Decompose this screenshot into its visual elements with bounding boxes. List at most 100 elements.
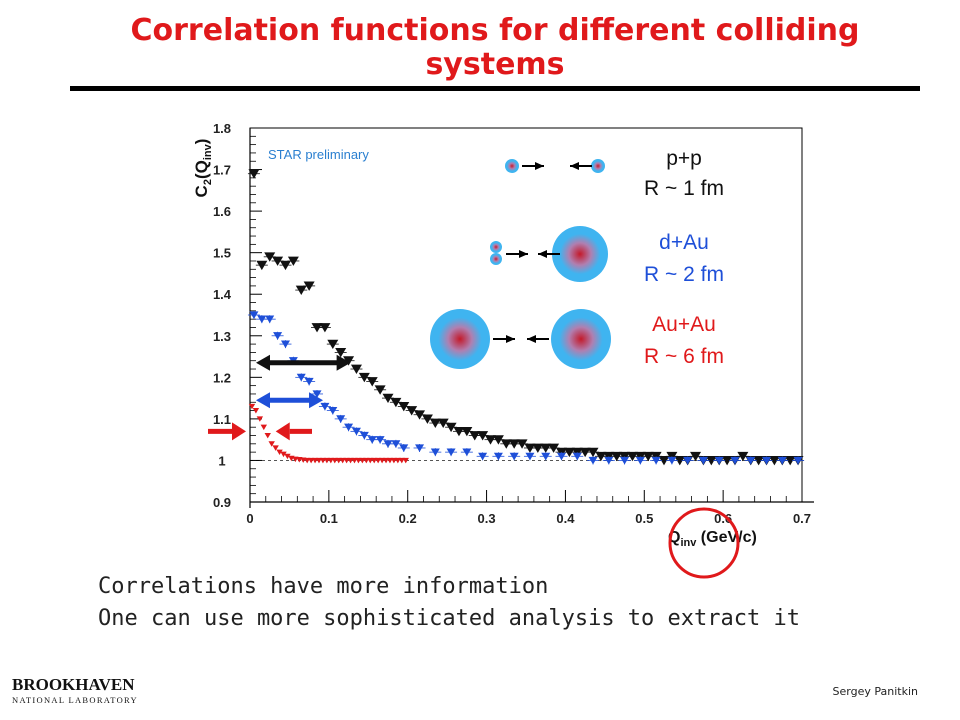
data-point-auau	[284, 453, 291, 460]
data-point-dau	[714, 456, 724, 465]
data-point-dau	[415, 444, 425, 453]
collision-arrow-head	[570, 162, 579, 170]
y-tick-label: 1.1	[213, 412, 231, 427]
data-point-pp	[335, 348, 347, 358]
axes: 0.9 1 1.1 1.2 1.3 1.4 1.5 1.6 1.7 1.8 0 0.1 0.2 0.3 0.…	[192, 121, 814, 549]
x-tick-label: 0.5	[635, 511, 653, 526]
data-point-dau	[746, 456, 756, 465]
range-arrow-auau	[208, 422, 312, 441]
system-label: p+p	[666, 147, 702, 170]
data-point-dau	[391, 440, 401, 448]
data-point-pp	[768, 456, 780, 466]
data-points	[247, 169, 805, 466]
data-point-dau	[446, 448, 456, 457]
deuteron-nucleon-core	[491, 254, 501, 264]
y-axis-label: C2(Qinv)	[192, 139, 214, 198]
data-point-pp	[319, 323, 331, 333]
arrow-head	[309, 392, 324, 409]
data-point-dau	[430, 448, 440, 457]
data-point-pp	[453, 426, 465, 437]
data-point-pp	[516, 439, 528, 449]
data-point-pp	[737, 451, 749, 462]
gold-nucleus-left-core	[438, 317, 482, 361]
data-point-pp	[272, 256, 284, 266]
data-point-auau	[272, 445, 279, 451]
data-point-dau	[304, 377, 314, 386]
data-point-dau	[336, 415, 346, 423]
data-point-dau	[351, 427, 361, 436]
y-tick-label: 1.6	[213, 204, 231, 219]
x-tick-label: 0.1	[320, 511, 338, 526]
data-point-dau	[478, 452, 488, 461]
x-axis-label-part: (GeV/c)	[696, 529, 756, 546]
y-tick-label: 0.9	[213, 495, 231, 510]
data-point-dau	[556, 452, 566, 461]
data-point-pp	[532, 443, 544, 453]
data-point-auau	[276, 449, 283, 456]
data-point-pp	[611, 451, 623, 462]
x-tick-label: 0.3	[478, 511, 496, 526]
data-point-pp	[548, 443, 560, 453]
data-point-auau	[402, 457, 409, 464]
x-axis-label: Qinv (GeV/c)	[668, 529, 757, 549]
data-point-auau	[280, 451, 287, 458]
data-point-dau	[730, 456, 740, 465]
data-point-auau	[252, 408, 260, 414]
data-point-pp	[492, 435, 504, 445]
radius-label: R ~ 6 fm	[644, 345, 724, 368]
data-point-pp	[587, 447, 599, 458]
arrow-head	[256, 354, 270, 371]
data-point-pp	[382, 393, 394, 404]
data-point-dau	[367, 436, 377, 444]
data-point-pp	[287, 256, 299, 266]
data-point-dau	[525, 452, 535, 461]
data-point-dau	[604, 456, 614, 465]
title-underline	[70, 86, 920, 91]
highlight-circle	[668, 507, 740, 579]
y-tick-label: 1.7	[213, 163, 231, 178]
gold-nucleus-core	[559, 233, 601, 275]
logo-sub: NATIONAL LABORATORY	[12, 695, 138, 705]
arrow-head	[336, 354, 351, 371]
data-point-pp	[524, 443, 536, 453]
data-point-pp	[248, 169, 260, 179]
x-tick-label: 0.2	[399, 511, 417, 526]
radius-label: R ~ 1 fm	[644, 177, 724, 200]
data-point-dau	[588, 456, 598, 465]
data-point-pp	[500, 439, 512, 449]
logo-name: BROOKHAVEN	[12, 675, 135, 694]
data-point-pp	[469, 431, 481, 441]
data-point-dau	[620, 456, 630, 465]
system-label: Au+Au	[652, 313, 716, 336]
x-tick-label: 0.6	[714, 511, 732, 526]
y-axis-label-part: C	[192, 185, 211, 197]
data-point-auau	[268, 441, 275, 447]
data-point-auau	[256, 416, 264, 422]
data-point-dau	[359, 431, 369, 440]
data-point-dau	[462, 448, 472, 457]
collision-arrow-head	[535, 162, 544, 170]
arrow-head	[232, 422, 246, 441]
collision-arrow-head	[506, 335, 515, 343]
y-axis-label-part: (Q	[192, 160, 211, 179]
data-point-dau	[651, 456, 661, 465]
data-point-pp	[784, 456, 796, 466]
x-axis-label-subscript: inv	[680, 537, 697, 549]
data-point-dau	[541, 452, 551, 461]
data-point-dau	[320, 402, 330, 411]
data-point-pp	[264, 252, 276, 262]
data-point-dau	[344, 423, 354, 432]
data-point-pp	[327, 339, 339, 350]
collision-arrow-head	[527, 335, 536, 343]
y-tick-label: 1.8	[213, 121, 231, 136]
y-tick-label: 1.3	[213, 329, 231, 344]
data-point-dau	[249, 311, 259, 320]
range-arrow-pp	[256, 354, 351, 371]
data-point-pp	[753, 456, 765, 466]
data-point-dau	[273, 332, 283, 340]
x-tick-label: 0.7	[793, 511, 811, 526]
arrow-head	[256, 392, 270, 409]
data-point-pp	[311, 323, 323, 333]
data-point-pp	[485, 435, 497, 445]
data-point-pp	[508, 439, 520, 449]
